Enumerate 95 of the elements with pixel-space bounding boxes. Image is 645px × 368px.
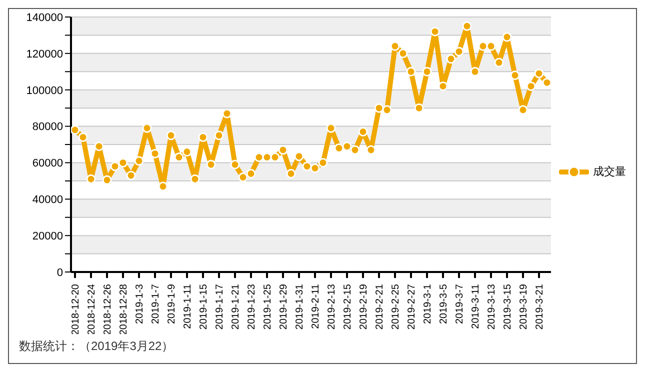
point <box>486 41 496 51</box>
point <box>246 168 256 178</box>
point <box>374 103 384 113</box>
point <box>390 41 400 51</box>
point <box>278 145 288 155</box>
point <box>350 145 360 155</box>
point <box>422 66 432 76</box>
point <box>358 127 368 136</box>
point <box>142 123 152 133</box>
point <box>526 81 536 91</box>
point <box>214 130 224 140</box>
x-tick-label: 2019-1-3 <box>134 284 146 324</box>
x-tick-label: 2019-1-11 <box>182 284 194 329</box>
point <box>238 172 248 182</box>
point <box>366 145 376 155</box>
x-tick-label: 2019-3-7 <box>454 284 466 324</box>
point <box>302 162 312 172</box>
x-tick-label: 2019-3-15 <box>502 284 514 330</box>
point <box>510 70 520 80</box>
y-tick-label: 0 <box>56 266 63 279</box>
point <box>102 175 112 185</box>
legend-label: 成交量 <box>593 164 626 179</box>
point <box>430 26 440 36</box>
point <box>406 66 416 76</box>
point <box>182 147 192 157</box>
point <box>454 46 464 56</box>
x-tick-label: 2019-1-9 <box>166 284 178 324</box>
point <box>286 168 296 178</box>
x-tick-label: 2019-2-13 <box>326 284 338 330</box>
y-tick-label: 60000 <box>32 158 63 170</box>
point <box>398 48 408 58</box>
point <box>190 174 200 184</box>
x-tick-label: 2019-2-25 <box>390 284 402 330</box>
point <box>71 125 80 135</box>
x-tick-label: 2019-3-5 <box>438 284 450 324</box>
y-tick-label: 140000 <box>26 12 63 24</box>
point <box>78 132 88 142</box>
point <box>126 170 136 180</box>
point <box>150 148 160 158</box>
point <box>86 174 96 184</box>
point <box>222 108 232 118</box>
point <box>198 132 208 142</box>
x-tick-label: 2019-2-15 <box>342 284 354 330</box>
x-tick-label: 2019-3-13 <box>486 284 498 330</box>
point <box>494 58 504 68</box>
y-tick-label: 80000 <box>32 121 63 134</box>
point <box>254 152 264 162</box>
x-tick-label: 2019-1-15 <box>198 284 210 330</box>
point <box>542 78 551 88</box>
point <box>158 182 168 192</box>
x-tick-label: 2019-1-21 <box>230 284 242 330</box>
x-tick-label: 2019-1-23 <box>246 284 258 330</box>
x-tick-label: 2019-2-19 <box>358 284 370 330</box>
point <box>110 162 120 172</box>
point <box>94 142 104 152</box>
point <box>534 68 544 78</box>
x-tick-label: 2019-3-19 <box>518 284 530 330</box>
point <box>134 156 144 166</box>
x-tick-label: 2019-3-1 <box>422 284 434 324</box>
point <box>334 143 344 153</box>
x-tick-label: 2019-3-21 <box>534 284 546 330</box>
point <box>342 142 352 152</box>
y-tick-label: 120000 <box>26 48 63 60</box>
x-tick-label: 2019-2-21 <box>374 284 386 330</box>
point <box>310 163 320 173</box>
point <box>318 158 328 168</box>
x-tick-label: 2019-1-17 <box>214 284 226 330</box>
x-tick-label: 2019-1-31 <box>294 284 306 330</box>
point <box>462 21 472 31</box>
y-tick-label: 100000 <box>26 84 63 97</box>
point <box>166 130 176 140</box>
x-tick-label: 2019-1-25 <box>262 284 274 330</box>
x-tick-label: 2019-3-11 <box>470 284 482 329</box>
x-tick-label: 2019-1-7 <box>150 284 162 324</box>
y-tick-label: 20000 <box>32 230 63 242</box>
x-tick-label: 2019-2-27 <box>406 284 418 330</box>
point <box>446 54 456 64</box>
point <box>262 152 272 162</box>
point <box>478 41 488 51</box>
x-tick-label: 2019-2-11 <box>310 284 322 329</box>
x-tick-label: 2019-1-29 <box>278 284 290 330</box>
point <box>502 32 512 42</box>
point <box>518 105 528 115</box>
y-tick-label: 40000 <box>32 194 63 206</box>
point <box>382 105 392 115</box>
point <box>206 160 216 170</box>
point <box>174 152 184 162</box>
point <box>414 103 424 113</box>
text: 数据统计：（2019年3月22） <box>18 338 175 355</box>
point <box>470 66 480 76</box>
point <box>294 152 304 162</box>
point <box>438 81 448 91</box>
point <box>230 160 240 170</box>
point <box>270 152 280 162</box>
point <box>326 123 336 133</box>
